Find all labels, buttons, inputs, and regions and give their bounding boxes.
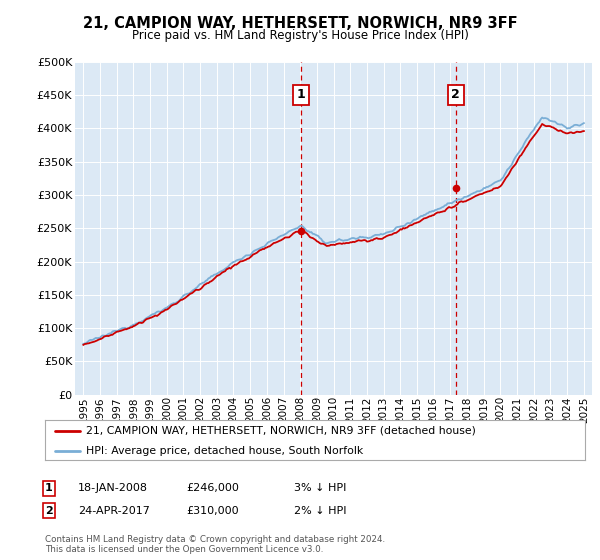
Text: £310,000: £310,000 xyxy=(186,506,239,516)
Text: £246,000: £246,000 xyxy=(186,483,239,493)
Text: 2: 2 xyxy=(451,88,460,101)
Text: 3% ↓ HPI: 3% ↓ HPI xyxy=(294,483,346,493)
Text: 1: 1 xyxy=(296,88,305,101)
Text: 21, CAMPION WAY, HETHERSETT, NORWICH, NR9 3FF (detached house): 21, CAMPION WAY, HETHERSETT, NORWICH, NR… xyxy=(86,426,475,436)
Text: HPI: Average price, detached house, South Norfolk: HPI: Average price, detached house, Sout… xyxy=(86,446,363,456)
Text: 1: 1 xyxy=(45,483,53,493)
Text: 18-JAN-2008: 18-JAN-2008 xyxy=(78,483,148,493)
Text: Contains HM Land Registry data © Crown copyright and database right 2024.
This d: Contains HM Land Registry data © Crown c… xyxy=(45,535,385,554)
Text: Price paid vs. HM Land Registry's House Price Index (HPI): Price paid vs. HM Land Registry's House … xyxy=(131,29,469,42)
Text: 21, CAMPION WAY, HETHERSETT, NORWICH, NR9 3FF: 21, CAMPION WAY, HETHERSETT, NORWICH, NR… xyxy=(83,16,517,31)
Text: 2% ↓ HPI: 2% ↓ HPI xyxy=(294,506,347,516)
Text: 2: 2 xyxy=(45,506,53,516)
Text: 24-APR-2017: 24-APR-2017 xyxy=(78,506,150,516)
